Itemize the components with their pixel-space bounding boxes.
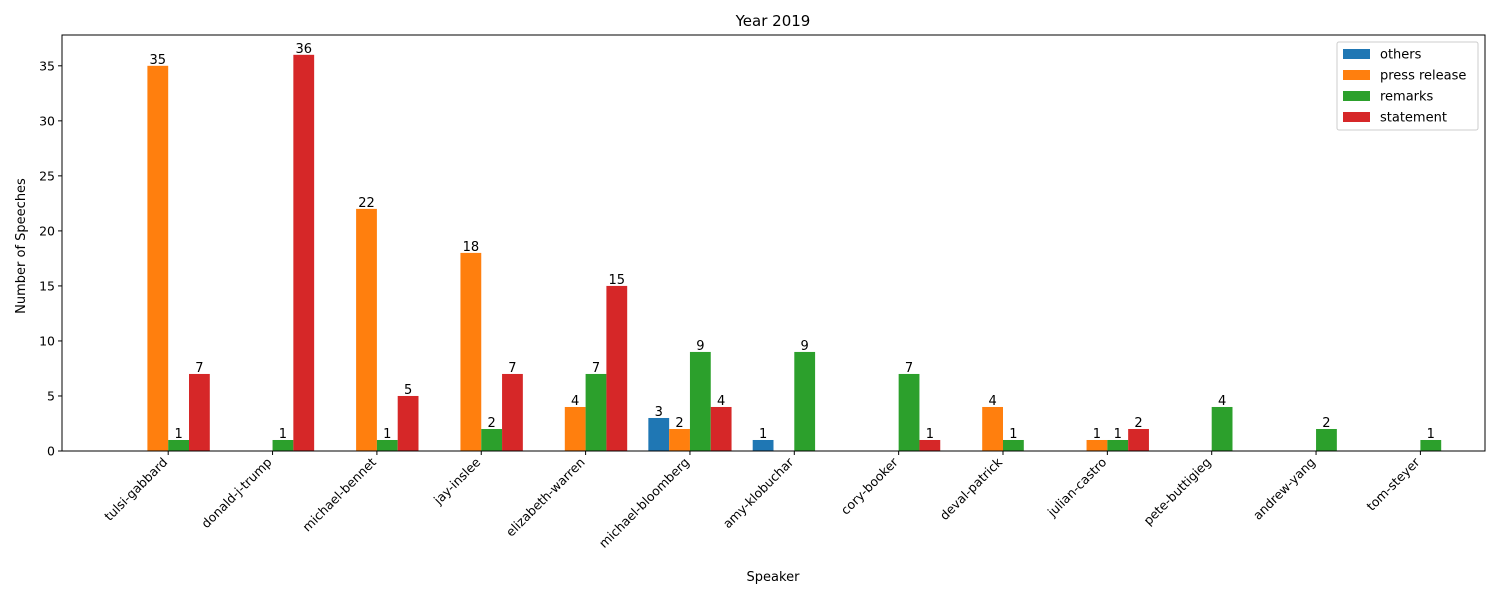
legend-swatch [1343,91,1370,101]
y-tick-label: 10 [39,333,55,348]
bar-press-release-deval-patrick [982,406,1003,451]
data-label: 7 [905,361,913,376]
legend-label: remarks [1380,90,1434,105]
data-label: 4 [571,394,579,409]
bar-statement-donald-j-trump [293,54,315,452]
data-label: 9 [696,339,704,354]
bar-remarks-tom-steyer [1420,439,1442,451]
x-tick-label: jay-inslee [430,454,484,508]
bar-remarks-michael-bennet [376,439,398,451]
data-label: 2 [488,416,496,431]
data-label: 1 [926,427,934,442]
y-tick-label: 20 [39,223,55,238]
data-label: 3 [655,405,663,420]
data-label: 5 [404,383,412,398]
bar-press-release-tulsi-gabbard [147,65,169,451]
y-tick-label: 0 [47,444,55,459]
bar-remarks-pete-buttigieg [1211,406,1233,451]
bar-remarks-jay-inslee [481,428,503,451]
x-tick-label: tom-steyer [1363,454,1423,514]
data-label: 7 [592,361,600,376]
y-tick-label: 5 [47,388,55,403]
bar-remarks-donald-j-trump [272,439,294,451]
x-tick-label: michael-bloomberg [596,455,692,551]
bar-remarks-julian-castro [1107,439,1129,451]
legend-swatch [1343,49,1370,59]
y-tick-label: 30 [39,113,55,128]
data-label: 1 [383,427,391,442]
data-label: 35 [150,53,167,68]
bar-remarks-amy-klobuchar [794,351,816,451]
data-label: 1 [759,427,767,442]
bar-others-amy-klobuchar [752,439,774,451]
bar-press-release-michael-bennet [356,208,377,451]
x-tick-label: elizabeth-warren [503,455,588,540]
legend-box [1336,41,1479,131]
legend-label: press release [1380,69,1466,84]
y-tick-label: 35 [39,58,55,73]
y-tick-label: 15 [39,278,55,293]
bar-remarks-tulsi-gabbard [168,439,189,451]
plot-frame [61,34,1486,452]
data-label: 2 [1322,416,1330,431]
data-label: 1 [279,427,287,442]
y-axis-title: Number of Speeches [14,178,29,314]
data-label: 1 [1009,427,1017,442]
bar-statement-elizabeth-warren [606,285,628,451]
bar-statement-jay-inslee [502,373,523,451]
y-tick-label: 25 [39,168,55,183]
bar-remarks-deval-patrick [1003,439,1024,451]
x-tick-label: pete-buttigieg [1140,455,1213,528]
bar-remarks-elizabeth-warren [585,373,607,451]
data-label: 1 [1114,427,1122,442]
bar-others-michael-bloomberg [648,417,670,451]
data-label: 4 [717,394,725,409]
bar-remarks-andrew-yang [1316,428,1337,451]
x-tick-label: amy-klobuchar [720,454,797,531]
data-label: 2 [675,416,683,431]
data-label: 4 [1218,394,1226,409]
data-label: 1 [174,427,182,442]
legend-swatch [1343,112,1370,122]
bar-remarks-cory-booker [898,373,920,451]
bar-press-release-julian-castro [1086,439,1108,451]
data-label: 4 [988,394,996,409]
x-tick-label: cory-booker [838,454,902,518]
legend-label: statement [1380,111,1447,126]
data-label: 1 [1427,427,1435,442]
bar-press-release-jay-inslee [460,252,482,451]
data-label: 15 [609,273,626,288]
x-tick-label: deval-patrick [937,454,1006,523]
bar-statement-michael-bloomberg [710,406,732,451]
x-tick-label: tulsi-gabbard [101,455,170,524]
x-tick-label: michael-bennet [299,454,379,534]
bar-remarks-michael-bloomberg [689,351,711,451]
data-label: 7 [195,361,203,376]
data-label: 7 [508,361,516,376]
legend-label: others [1380,48,1422,63]
bar-statement-michael-bennet [397,395,419,451]
data-label: 18 [463,240,480,255]
x-tick-label: julian-castro [1044,455,1110,521]
data-label: 1 [1093,427,1101,442]
data-label: 9 [801,339,809,354]
legend: others press release remarks statement [1336,41,1479,131]
bar-statement-cory-booker [919,439,941,451]
bar-statement-julian-castro [1128,428,1149,451]
x-axis-title: Speaker [747,570,801,585]
chart-title: Year 2019 [735,12,811,30]
bar-press-release-elizabeth-warren [564,406,586,451]
data-label: 2 [1134,416,1142,431]
data-label: 22 [358,196,375,211]
x-tick-label: andrew-yang [1250,455,1318,523]
bar-statement-tulsi-gabbard [189,373,210,451]
bar-press-release-michael-bloomberg [669,428,690,451]
legend-swatch [1343,70,1370,80]
data-label: 36 [295,42,312,57]
x-tick-label: donald-j-trump [198,454,275,531]
